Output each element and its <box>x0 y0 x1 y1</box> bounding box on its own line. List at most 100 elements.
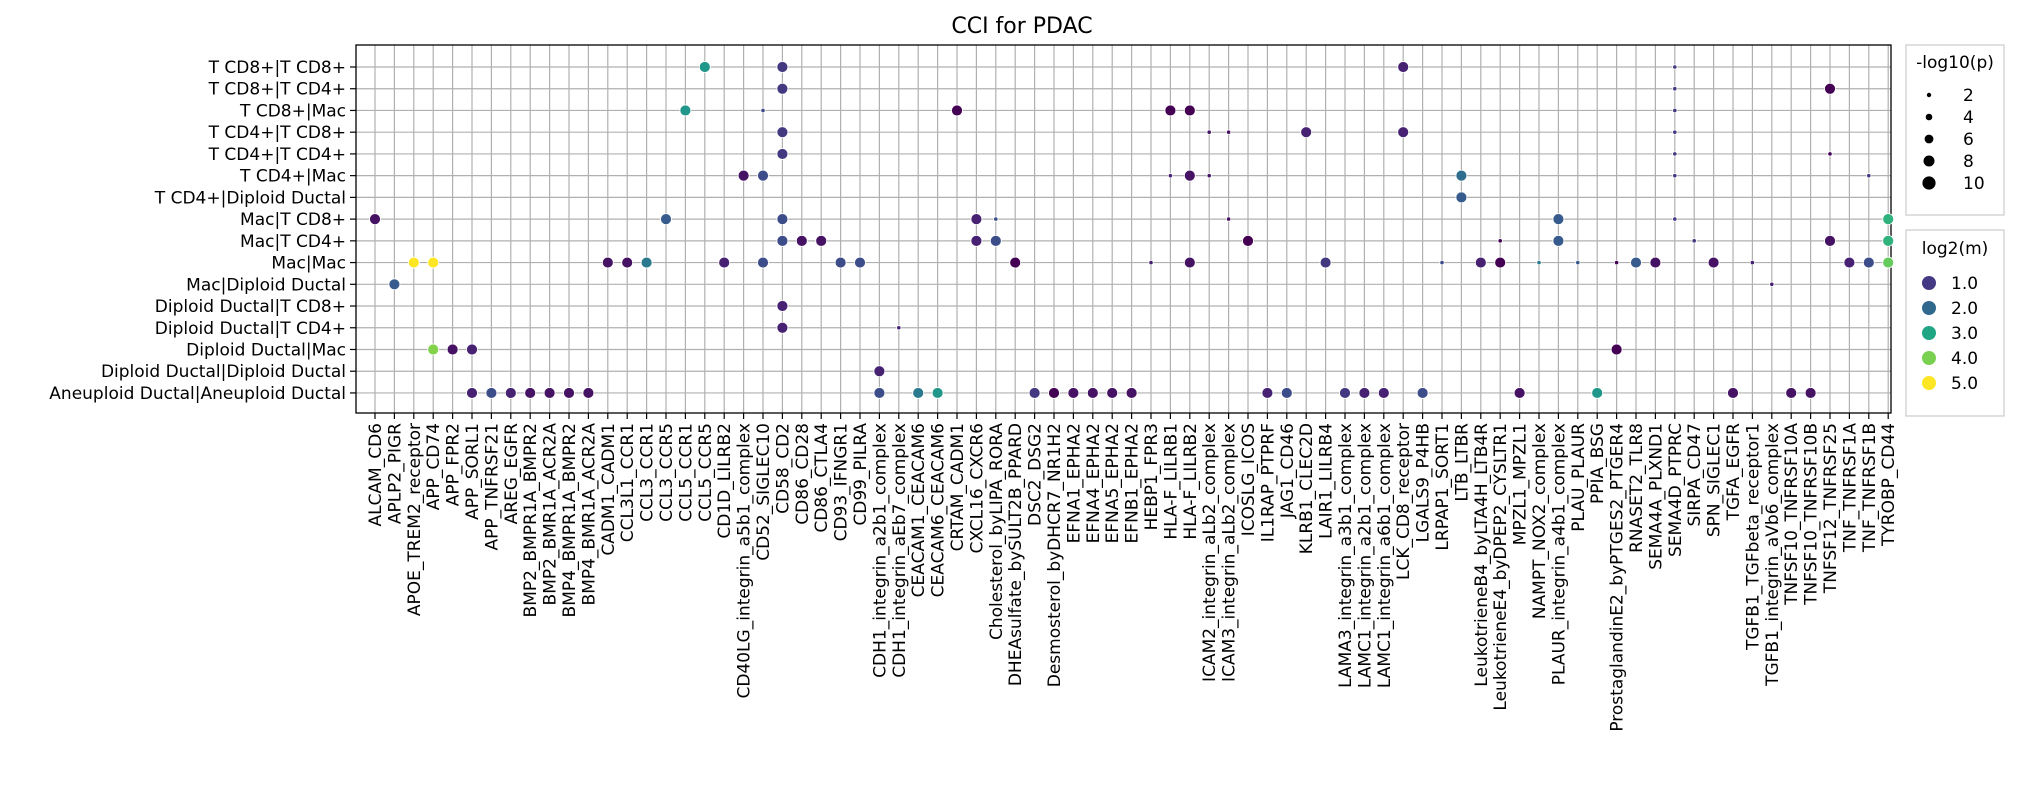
data-point <box>951 104 963 117</box>
data-point <box>427 343 440 356</box>
data-point <box>446 343 459 356</box>
y-tick-label: Diploid Ductal|Diploid Ductal <box>101 362 346 382</box>
x-tick-label: CD40LG_integrin_a5b1_complex <box>735 423 755 699</box>
data-point <box>1397 126 1410 139</box>
data-point <box>698 61 711 73</box>
data-point <box>1862 256 1875 269</box>
x-tick-label: APP_TNFRSF21 <box>482 423 502 551</box>
data-point <box>485 387 498 399</box>
x-tick-label: PLAU_PLAUR <box>1569 423 1589 532</box>
x-tick-label: LCK_CD8_receptor <box>1394 423 1414 580</box>
x-tick-label: EFNA4_EPHA2 <box>1084 423 1104 543</box>
size-legend-marker <box>1924 134 1934 144</box>
data-point <box>912 387 925 399</box>
data-point <box>1843 256 1856 269</box>
data-point <box>427 256 440 269</box>
x-tick-label: HLA-F_LILRB1 <box>1161 423 1181 540</box>
data-point <box>1497 238 1503 244</box>
x-tick-label: LeukotrieneB4_byLTA4H_LTB4R <box>1472 423 1492 687</box>
y-tick-label: T CD8+|T CD8+ <box>208 58 346 78</box>
color-legend-marker <box>1922 326 1936 340</box>
data-point <box>1804 387 1817 399</box>
data-point <box>873 365 886 378</box>
x-tick-label: CD1D_LILRB2 <box>715 423 735 539</box>
data-point <box>970 213 983 226</box>
x-tick-label: CRTAM_CADM1 <box>948 423 968 551</box>
data-point <box>407 256 420 269</box>
y-tick-label: Mac|Diploid Ductal <box>186 275 346 295</box>
data-point <box>1649 256 1662 269</box>
x-tick-label: EFNA1_EPHA2 <box>1064 423 1084 543</box>
color-legend-marker <box>1922 301 1936 315</box>
data-point <box>795 234 808 247</box>
x-tick-label: HLA-F_LILRB2 <box>1181 423 1201 540</box>
data-point <box>1455 169 1468 182</box>
data-point <box>815 234 828 247</box>
x-tick-label: CCL5_CCR5 <box>696 423 716 522</box>
data-point <box>1300 126 1313 139</box>
chart-title: CCI for PDAC <box>951 14 1092 39</box>
x-tick-label: KLRB1_CLEC2D <box>1297 423 1317 554</box>
x-tick-label: LAMC1_integrin_a2b1_complex <box>1355 423 1375 688</box>
x-tick-label: CCL3_CCR5 <box>657 423 677 522</box>
data-point <box>1552 234 1565 247</box>
x-tick-label: CD52_SIGLEC10 <box>754 423 774 561</box>
data-point <box>640 256 653 269</box>
color-legend-title: log2(m) <box>1922 239 1989 259</box>
x-tick-label: Desmosterol_byDHCR7_NR1H2 <box>1045 423 1065 687</box>
x-tick-label: TNF_TNFRSF1B <box>1860 423 1880 553</box>
x-tick-label: BMP2_BMPR1A_BMPR2 <box>521 423 541 617</box>
data-point <box>1226 216 1232 222</box>
data-point <box>1148 259 1154 266</box>
data-point <box>1882 213 1895 226</box>
data-point <box>601 256 614 269</box>
y-tick-label: T CD4+|T CD4+ <box>208 145 346 165</box>
data-point <box>466 387 478 399</box>
data-point <box>1882 234 1895 247</box>
x-tick-label: APOE_TREM2_receptor <box>405 423 425 616</box>
x-tick-label: CADM1_CADM1 <box>599 423 619 556</box>
data-point <box>776 234 789 247</box>
x-tick-label: PPIA_BSG <box>1588 423 1608 504</box>
data-point <box>1672 64 1678 70</box>
x-tick-label: CD86_CTLA4 <box>812 423 832 533</box>
x-tick-label: ICAM3_integrin_aLb2_complex <box>1220 423 1240 682</box>
data-point <box>1474 256 1487 269</box>
data-point <box>1028 387 1041 399</box>
data-point <box>1691 238 1697 244</box>
x-tick-label: TNFSF10_TNFRSF10B <box>1802 423 1822 606</box>
data-point <box>1672 107 1678 114</box>
data-point <box>1610 343 1623 356</box>
data-point <box>1749 259 1756 266</box>
data-point <box>776 82 789 95</box>
data-point <box>834 256 847 269</box>
data-point <box>1614 259 1620 266</box>
color-legend-marker <box>1922 376 1936 390</box>
x-tick-label: NAMPT_NOX2_complex <box>1530 423 1550 619</box>
data-point <box>1672 216 1678 222</box>
data-point <box>369 213 381 226</box>
x-tick-label: DSC2_DSG2 <box>1026 423 1046 526</box>
data-point <box>1206 173 1212 179</box>
y-tick-label: Diploid Ductal|T CD8+ <box>155 297 346 317</box>
size-legend-label: 4 <box>1963 108 1974 128</box>
size-legend-label: 6 <box>1963 130 1974 150</box>
plot-frame <box>355 44 1892 414</box>
grid-lines <box>356 45 1891 413</box>
data-point <box>1416 387 1429 399</box>
data-point <box>1206 129 1212 135</box>
x-tick-label: CD93_IFNGR1 <box>832 423 852 541</box>
data-point <box>1494 256 1507 269</box>
x-tick-label: SEMA4A_PLXND1 <box>1646 423 1666 570</box>
data-point <box>1785 387 1798 399</box>
color-legend-marker <box>1922 351 1936 365</box>
x-tick-label: BMP2_BMR1A_ACR2A <box>541 423 561 606</box>
color-legend-label: 3.0 <box>1951 324 1978 344</box>
x-tick-label: SEMA4D_PTPRC <box>1666 423 1686 557</box>
x-tick-label: BMP4_BMR1A_ACR2A <box>579 423 599 606</box>
size-legend-marker <box>1925 113 1933 121</box>
x-tick-label: BMP4_BMPR1A_BMPR2 <box>560 423 580 617</box>
color-legend-marker <box>1922 276 1936 290</box>
